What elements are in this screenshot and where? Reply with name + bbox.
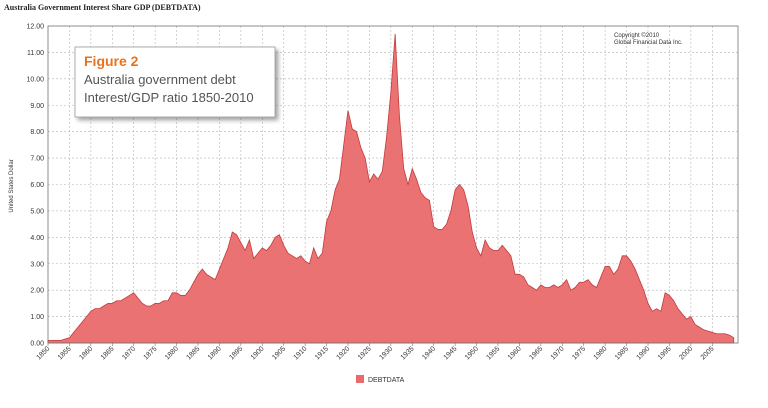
x-tick-label: 1990 — [635, 345, 651, 361]
x-tick-label: 1960 — [507, 345, 523, 361]
plot-frame — [47, 25, 739, 344]
figure-caption: Australia government debt — [84, 72, 236, 87]
x-tick-label: 1865 — [100, 345, 116, 361]
legend-label: DEBTDATA — [368, 377, 405, 384]
x-tick-label: 1915 — [314, 345, 330, 361]
x-tick-label: 2005 — [700, 345, 716, 361]
x-tick-label: 1880 — [164, 345, 180, 361]
x-tick-label: 1935 — [400, 345, 416, 361]
y-axis-label: United States Dollar — [9, 159, 15, 212]
x-tick-label: 1875 — [143, 345, 159, 361]
y-tick-label: 8.00 — [30, 129, 44, 136]
x-tick-label: 1860 — [78, 345, 94, 361]
y-tick-label: 11.00 — [27, 50, 44, 57]
x-tick-label: 1955 — [485, 345, 501, 361]
y-tick-label: 1.00 — [30, 314, 44, 321]
x-tick-label: 1975 — [571, 345, 587, 361]
y-tick-label: 4.00 — [30, 235, 44, 242]
x-tick-label: 1930 — [378, 345, 394, 361]
x-tick-label: 1900 — [250, 345, 266, 361]
chart-title: Australia Government Interest Share GDP … — [4, 3, 201, 12]
x-tick-label: 1850 — [35, 345, 51, 361]
y-tick-label: 5.00 — [30, 208, 44, 215]
x-tick-label: 1970 — [550, 345, 566, 361]
x-tick-label: 1980 — [593, 345, 609, 361]
x-tick-label: 1910 — [293, 345, 309, 361]
y-tick-label: 0.00 — [30, 341, 44, 348]
x-tick-label: 1985 — [614, 345, 630, 361]
x-tick-label: 2000 — [678, 345, 694, 361]
area — [47, 33, 735, 344]
figure-caption: Interest/GDP ratio 1850-2010 — [84, 90, 254, 105]
x-tick-label: 1870 — [121, 345, 137, 361]
figure-heading: Figure 2 — [84, 53, 139, 69]
y-tick-label: 6.00 — [30, 182, 44, 189]
x-tick-label: 1890 — [207, 345, 223, 361]
x-tick-label: 1995 — [657, 345, 673, 361]
y-tick-label: 12.00 — [26, 24, 44, 31]
y-tick-label: 10.00 — [26, 76, 44, 83]
x-tick-label: 1885 — [185, 345, 201, 361]
y-tick-label: 7.00 — [30, 156, 44, 163]
x-tick-label: 1945 — [443, 345, 459, 361]
x-tick-label: 1950 — [464, 345, 480, 361]
copyright: Global Financial Data Inc. — [614, 40, 683, 46]
x-tick-label: 1925 — [357, 345, 373, 361]
x-tick-label: 1940 — [421, 345, 437, 361]
x-tick-label: 1855 — [57, 345, 73, 361]
x-tick-label: 1895 — [228, 345, 244, 361]
y-tick-label: 3.00 — [30, 261, 44, 268]
y-tick-label: 2.00 — [30, 288, 44, 295]
figure-box — [74, 46, 276, 118]
legend-swatch — [356, 375, 364, 383]
x-tick-label: 1920 — [335, 345, 351, 361]
x-tick-label: 1905 — [271, 345, 287, 361]
copyright: Copyright ©2010 — [614, 32, 660, 39]
y-tick-label: 9.00 — [30, 103, 44, 110]
x-tick-label: 1965 — [528, 345, 544, 361]
